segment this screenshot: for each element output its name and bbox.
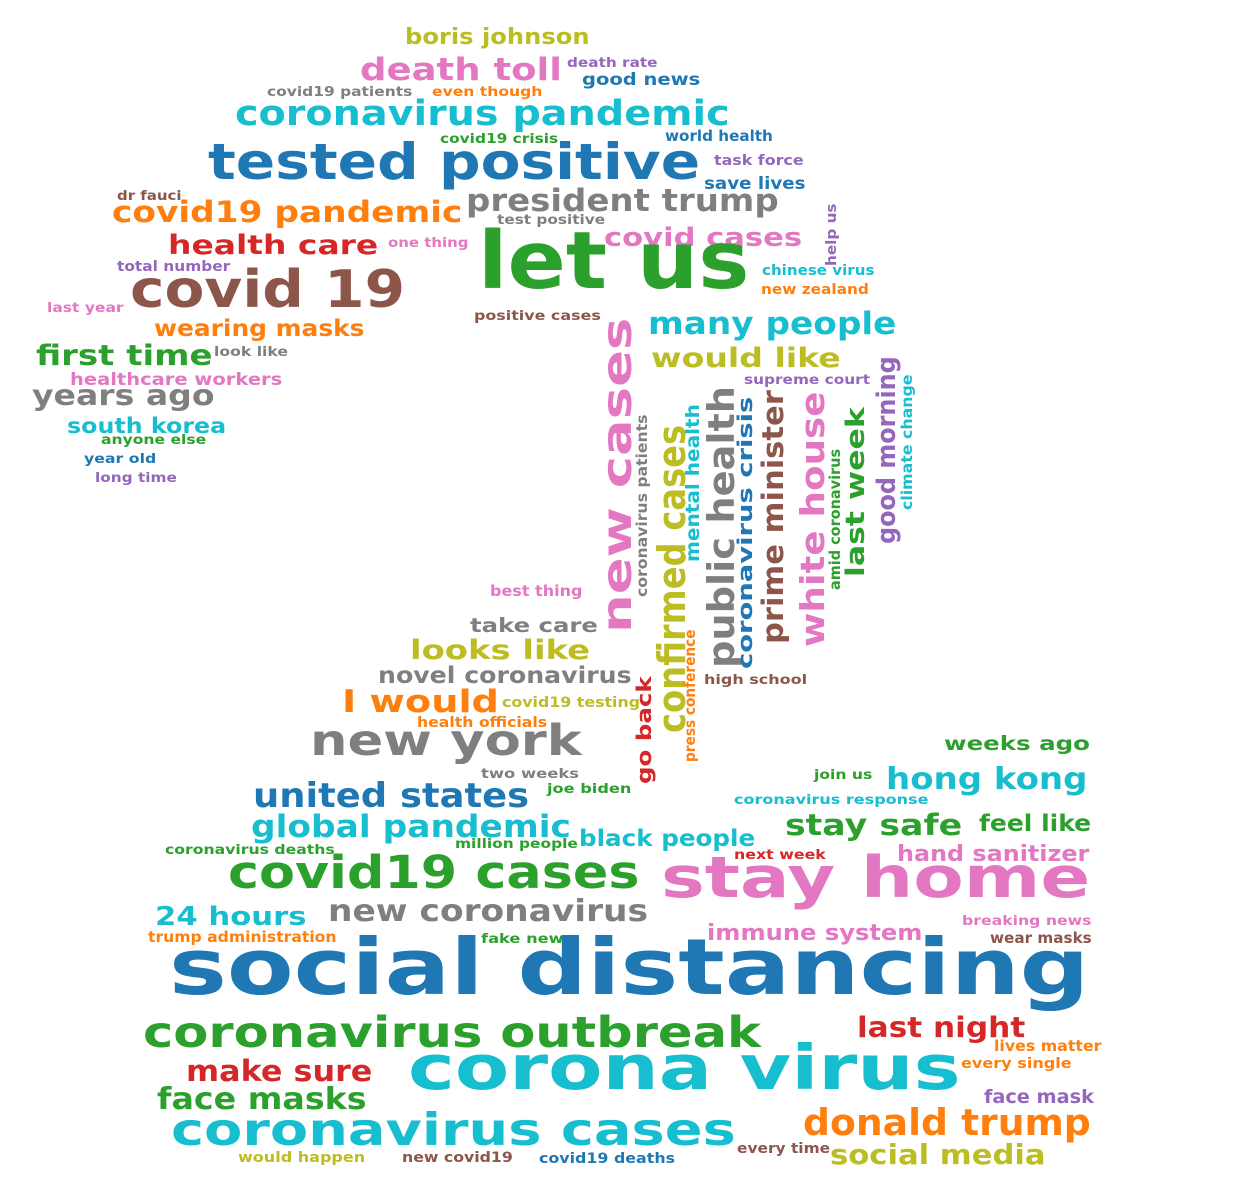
word-long-time: long time — [95, 471, 177, 486]
word-death-toll: death toll — [360, 52, 562, 88]
word-tested-positive: tested positive — [208, 133, 701, 191]
word-stay-safe: stay safe — [785, 808, 963, 842]
word-coronavirus-response: coronavirus response — [734, 793, 929, 808]
word-health-care: health care — [168, 230, 379, 261]
word-united-states: united states — [253, 776, 530, 815]
word-new-cases: new cases — [593, 317, 641, 633]
word-join-us: join us — [814, 768, 873, 783]
word-would-happen: would happen — [238, 1150, 366, 1166]
word-new-coronavirus: new coronavirus — [328, 894, 648, 929]
word-looks-like: looks like — [410, 635, 591, 666]
word-coronavirus-cases: coronavirus cases — [171, 1103, 736, 1156]
word-donald-trump: donald trump — [803, 1101, 1091, 1144]
word-south-korea: south korea — [67, 414, 227, 439]
word-even-though: even though — [432, 85, 543, 100]
word-corona-virus: corona virus — [408, 1032, 961, 1104]
word-health-officials: health officials — [417, 715, 548, 731]
word-trump-administration: trump administration — [148, 929, 337, 946]
word-face-mask: face mask — [984, 1086, 1094, 1108]
word-covid-19: covid 19 — [130, 260, 406, 320]
word-coronavirus-pandemic: coronavirus pandemic — [235, 94, 730, 134]
word-stay-home: stay home — [661, 845, 1091, 911]
word-help-us: help us — [824, 203, 840, 266]
word-hand-sanitizer: hand sanitizer — [897, 841, 1090, 867]
word-white-house: white house — [794, 391, 832, 647]
word-immune-system: immune system — [707, 920, 923, 946]
word-new-covid19: new covid19 — [402, 1150, 513, 1166]
word-healthcare-workers: healthcare workers — [70, 370, 283, 390]
word-years-ago: years ago — [32, 379, 215, 412]
word-every-time: every time — [737, 1141, 831, 1157]
word-face-masks: face masks — [157, 1082, 367, 1117]
word-hong-kong: hong kong — [886, 762, 1088, 797]
word-look-like: look like — [214, 345, 288, 360]
word-two-weeks: two weeks — [481, 767, 580, 782]
word-world-health: world health — [665, 128, 773, 145]
word-good-morning: good morning — [872, 356, 902, 544]
word-covid19-crisis: covid19 crisis — [440, 132, 559, 147]
word-last-night: last night — [857, 1011, 1026, 1044]
word-breaking-news: breaking news — [962, 914, 1092, 929]
word-novel-coronavirus: novel coronavirus — [378, 662, 632, 689]
word-task-force: task force — [714, 153, 804, 169]
word-boris-johnson: boris johnson — [405, 24, 590, 50]
word-wearing-masks: wearing masks — [154, 315, 365, 342]
word-coronavirus-deaths: coronavirus deaths — [165, 843, 335, 858]
word-million-people: million people — [455, 837, 578, 852]
word-make-sure: make sure — [186, 1054, 373, 1088]
word-total-number: total number — [117, 259, 231, 275]
word-let-us: let us — [478, 215, 750, 307]
word-test-positive: test positive — [497, 213, 606, 228]
word-covid-cases: covid cases — [604, 223, 803, 253]
word-death-rate: death rate — [567, 56, 658, 71]
word-next-week: next week — [734, 848, 826, 863]
word-coronavirus-outbreak: coronavirus outbreak — [143, 1008, 762, 1058]
word-take-care: take care — [470, 614, 598, 637]
word-global-pandemic: global pandemic — [251, 809, 571, 845]
word-weeks-ago: weeks ago — [944, 732, 1090, 755]
word-every-single: every single — [961, 1056, 1072, 1072]
word-president-trump: president trump — [466, 183, 779, 219]
word-joe-biden: joe biden — [547, 782, 632, 797]
word-many-people: many people — [648, 306, 897, 342]
word-go-back: go back — [632, 676, 656, 784]
word-prime-minister: prime minister — [756, 390, 790, 644]
word-chinese-virus: chinese virus — [762, 263, 875, 279]
word-covid19-pandemic: covid19 pandemic — [112, 195, 463, 229]
word-coronavirus-crisis: coronavirus crisis — [733, 396, 757, 669]
word-covid19-cases: covid19 cases — [228, 846, 640, 899]
word-wear-masks: wear masks — [990, 930, 1092, 947]
word-new-zealand: new zealand — [761, 282, 869, 298]
word-good-news: good news — [582, 70, 701, 90]
word-i-would: I would — [342, 684, 499, 720]
word-supreme-court: supreme court — [744, 373, 871, 388]
word-social-media: social media — [830, 1139, 1046, 1171]
word-best-thing: best thing — [490, 583, 583, 600]
word-save-lives: save lives — [704, 174, 806, 194]
word-anyone-else: anyone else — [101, 433, 207, 448]
word-first-time: first time — [36, 339, 213, 372]
word-coronavirus-patients: coronavirus patients — [634, 414, 651, 597]
word-last-week: last week — [841, 407, 871, 577]
word-year-old: year old — [84, 452, 157, 467]
word-would-like: would like — [651, 343, 841, 374]
word-covid19-patients: covid19 patients — [267, 85, 413, 100]
word-feel-like: feel like — [979, 810, 1092, 837]
word-one-thing: one thing — [388, 236, 469, 251]
word-covid19-testing: covid19 testing — [502, 695, 641, 711]
word-social-distancing: social distancing — [169, 923, 1090, 1013]
word-fake-news: fake news — [481, 932, 574, 947]
word-new-york: new york — [310, 716, 582, 766]
word-positive-cases: positive cases — [474, 309, 601, 324]
word-lives-matter: lives matter — [994, 1038, 1102, 1055]
word-dr-fauci: dr fauci — [117, 189, 182, 204]
word-black-people: black people — [579, 825, 756, 852]
word-24-hours: 24 hours — [155, 902, 307, 932]
word-climate-change: climate change — [899, 374, 916, 510]
word-last-year: last year — [47, 301, 124, 316]
word-covid19-deaths: covid19 deaths — [539, 1151, 676, 1167]
word-press-conference: press conference — [682, 629, 699, 762]
word-high-school: high school — [704, 673, 808, 688]
